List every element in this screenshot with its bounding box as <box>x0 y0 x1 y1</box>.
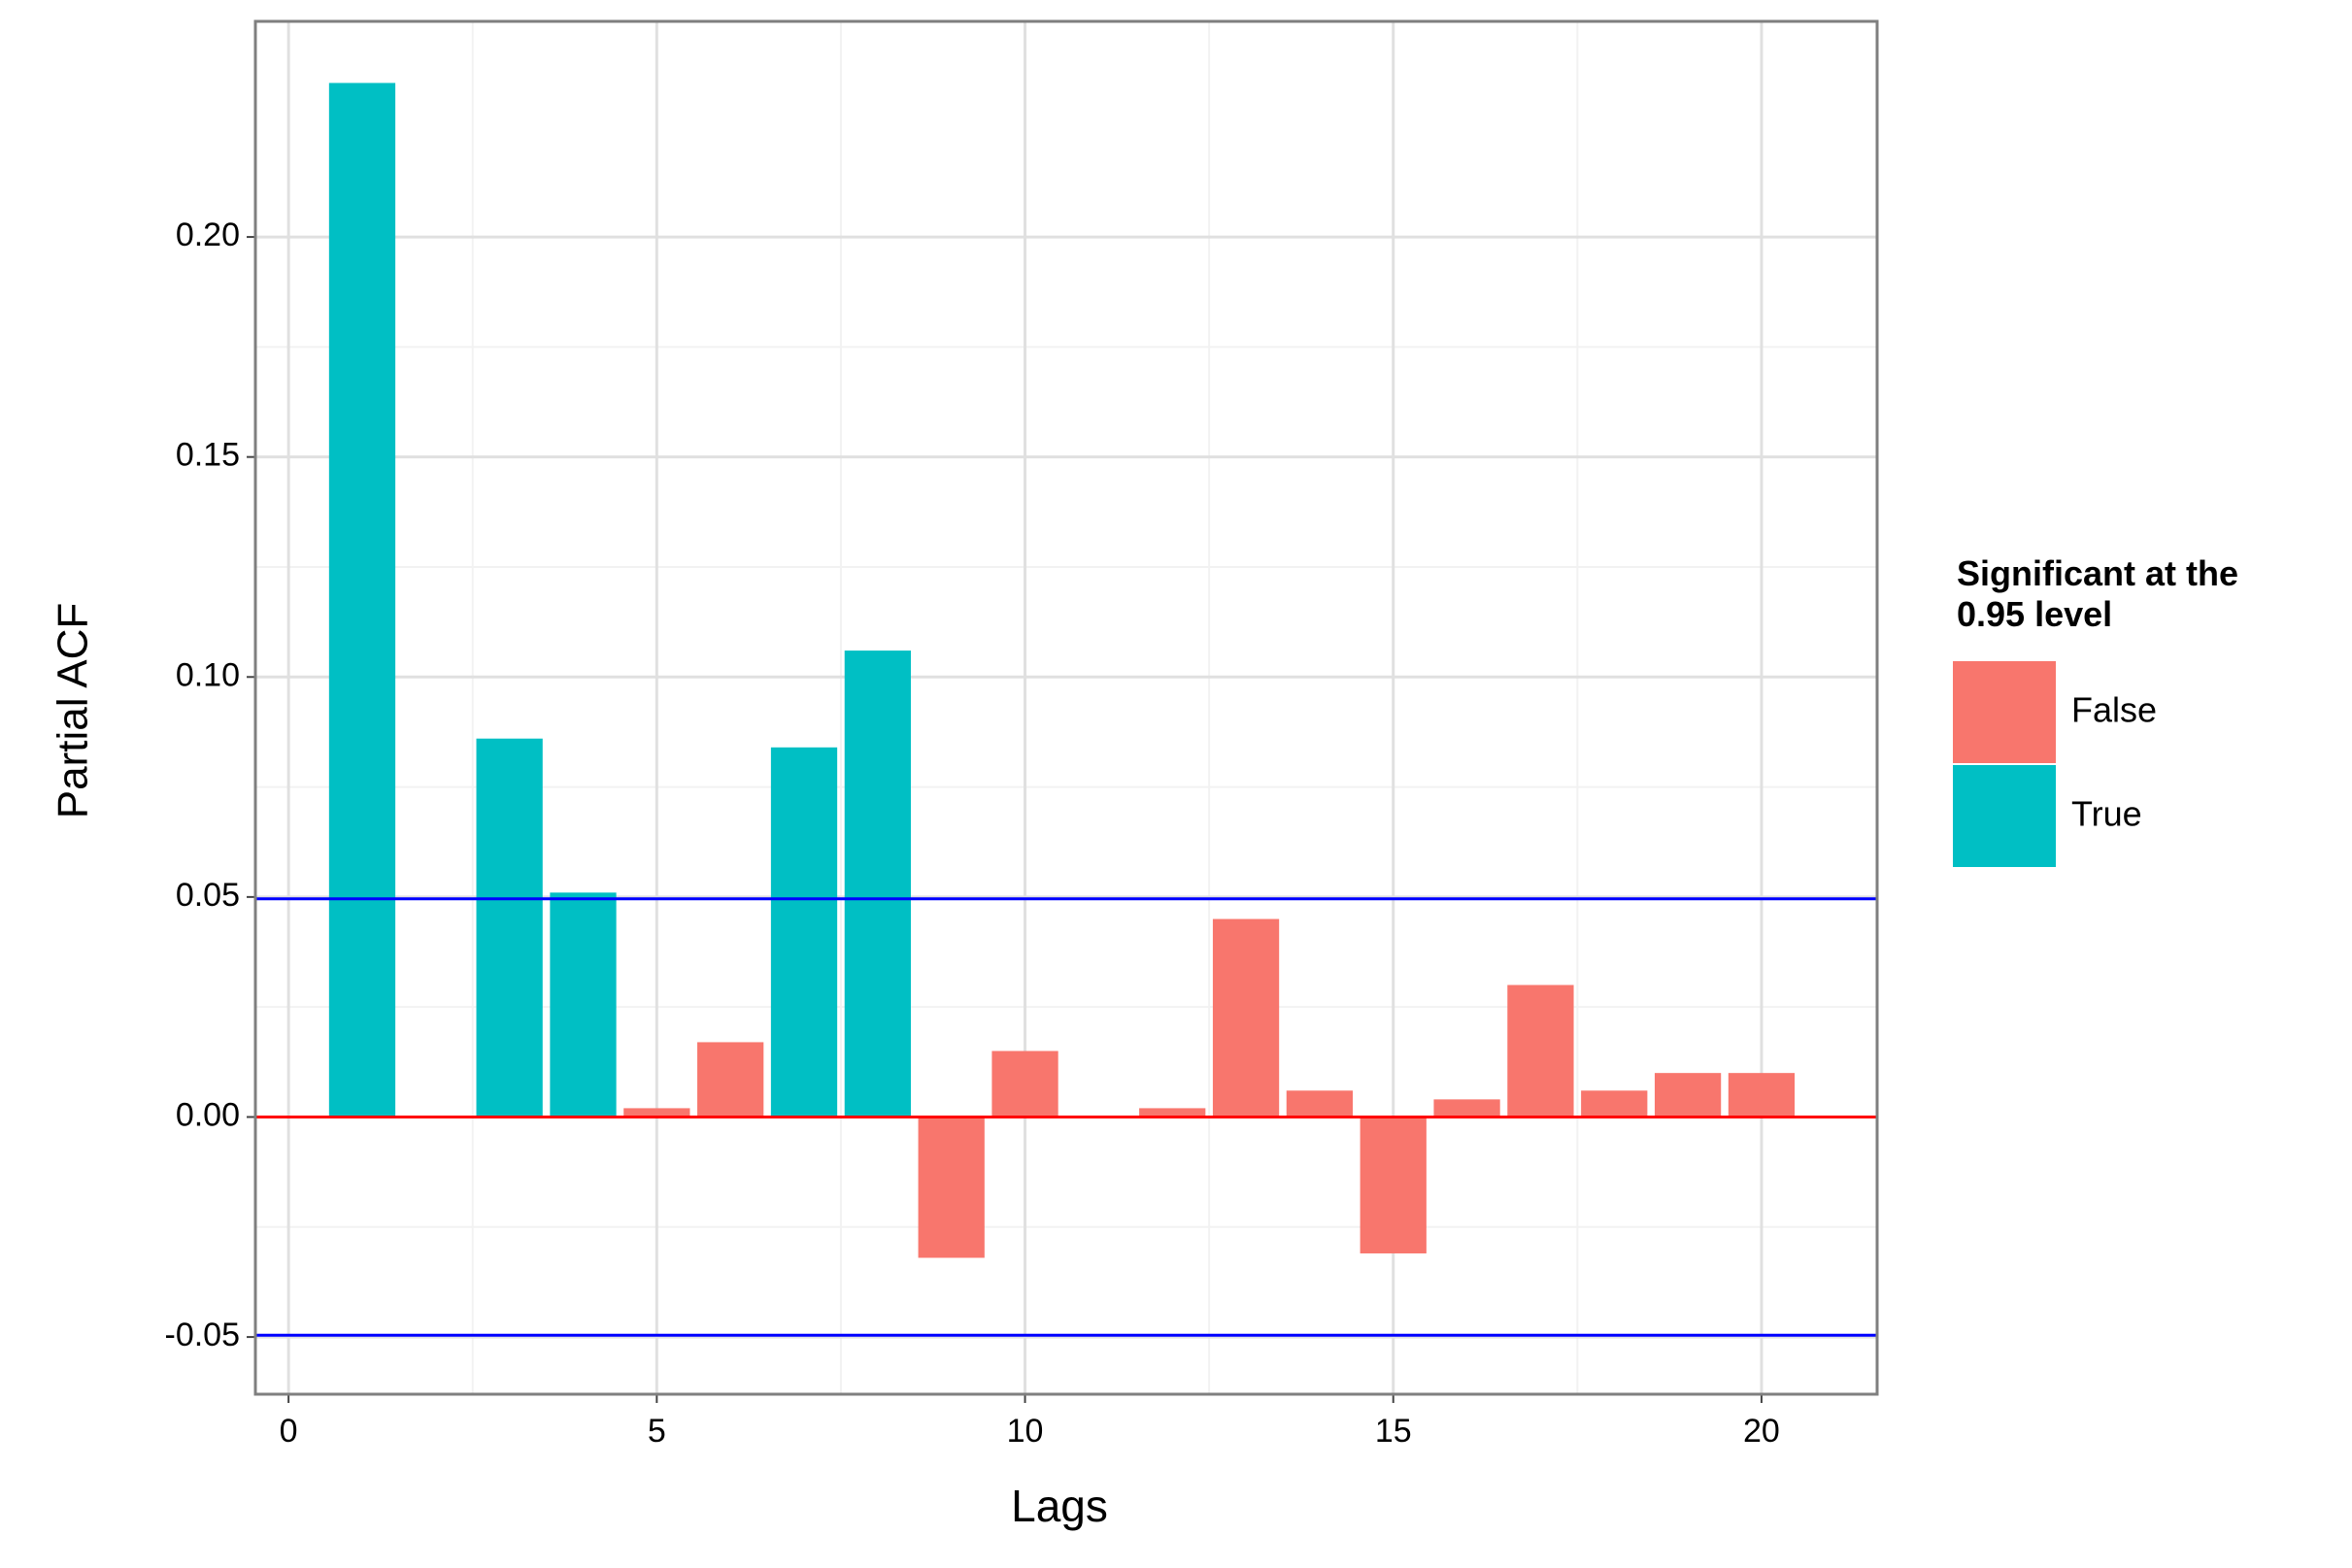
bar <box>844 651 911 1118</box>
bar <box>1581 1090 1648 1118</box>
bar <box>918 1117 985 1258</box>
y-axis-title: Partial ACF <box>50 603 97 819</box>
x-axis-title: Lags <box>1011 1481 1108 1531</box>
x-tick-label: 0 <box>280 1413 298 1450</box>
bar <box>1654 1073 1722 1118</box>
x-tick-label: 5 <box>648 1413 666 1450</box>
bar <box>1286 1090 1354 1118</box>
bar <box>550 892 617 1118</box>
bar <box>1728 1073 1796 1118</box>
bar <box>623 1108 690 1118</box>
legend-key <box>1951 659 2058 765</box>
x-tick-label: 20 <box>1743 1413 1780 1450</box>
legend-label: False <box>2071 690 2157 730</box>
plot-border <box>253 19 1879 1396</box>
bar <box>1212 918 1280 1118</box>
y-tick-label: 0.20 <box>176 217 240 253</box>
bar <box>697 1042 764 1118</box>
legend-label: True <box>2071 794 2142 834</box>
bar <box>991 1051 1058 1118</box>
x-tick-label: 10 <box>1007 1413 1044 1450</box>
bar <box>1433 1099 1500 1118</box>
legend-title: Significant at the 0.95 level <box>1957 553 2239 634</box>
y-tick-label: 0.00 <box>176 1096 240 1133</box>
y-tick-label: 0.05 <box>176 877 240 914</box>
y-tick-label: 0.10 <box>176 656 240 693</box>
bar <box>476 738 543 1118</box>
x-tick-label: 15 <box>1375 1413 1412 1450</box>
y-tick-label: -0.05 <box>165 1317 241 1353</box>
bar <box>328 83 396 1118</box>
bar <box>1507 984 1574 1118</box>
bar <box>1360 1117 1427 1253</box>
bar <box>1139 1108 1206 1118</box>
bar <box>770 747 838 1118</box>
legend-key <box>1951 763 2058 869</box>
y-tick-label: 0.15 <box>176 437 240 474</box>
